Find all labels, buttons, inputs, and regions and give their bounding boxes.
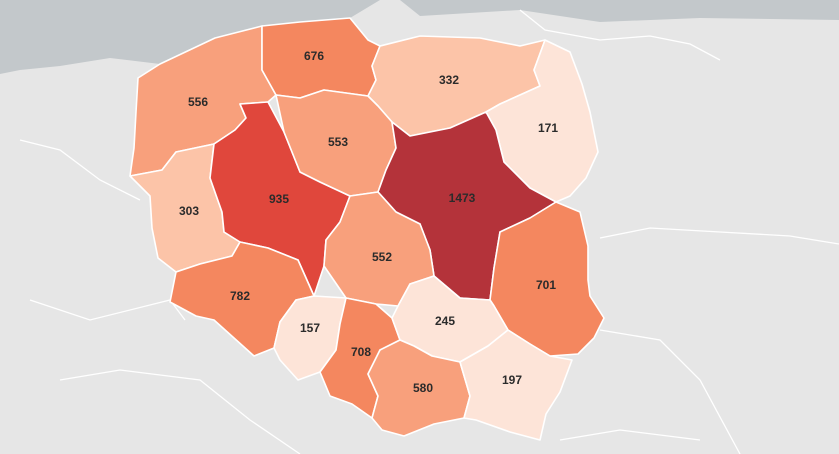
label-lubuskie: 303 — [179, 204, 199, 218]
neighbour-borders — [19, 9, 839, 454]
label-swietokrzyskie: 245 — [435, 314, 455, 328]
label-opolskie: 157 — [300, 321, 320, 335]
label-kujawsko-pomorskie: 553 — [328, 135, 348, 149]
label-warminsko-mazurskie: 332 — [439, 73, 459, 87]
label-wielkopolskie: 935 — [269, 192, 289, 206]
label-lodzkie: 552 — [372, 250, 392, 264]
region-podkarpackie[interactable] — [459, 329, 573, 441]
label-zachodniopomorskie: 556 — [188, 95, 208, 109]
label-podkarpackie: 197 — [502, 373, 522, 387]
label-lubelskie: 701 — [536, 278, 556, 292]
value-labels: 556 676 332 171 303 935 553 1473 552 701… — [179, 49, 558, 395]
label-pomorskie: 676 — [304, 49, 324, 63]
label-slaskie: 708 — [351, 345, 371, 359]
label-mazowieckie: 1473 — [449, 191, 476, 205]
label-malopolskie: 580 — [413, 381, 433, 395]
label-podlaskie: 171 — [538, 121, 558, 135]
label-dolnoslaskie: 782 — [230, 289, 250, 303]
region-malopolskie[interactable] — [367, 339, 471, 437]
baltic-sea — [0, 0, 839, 74]
